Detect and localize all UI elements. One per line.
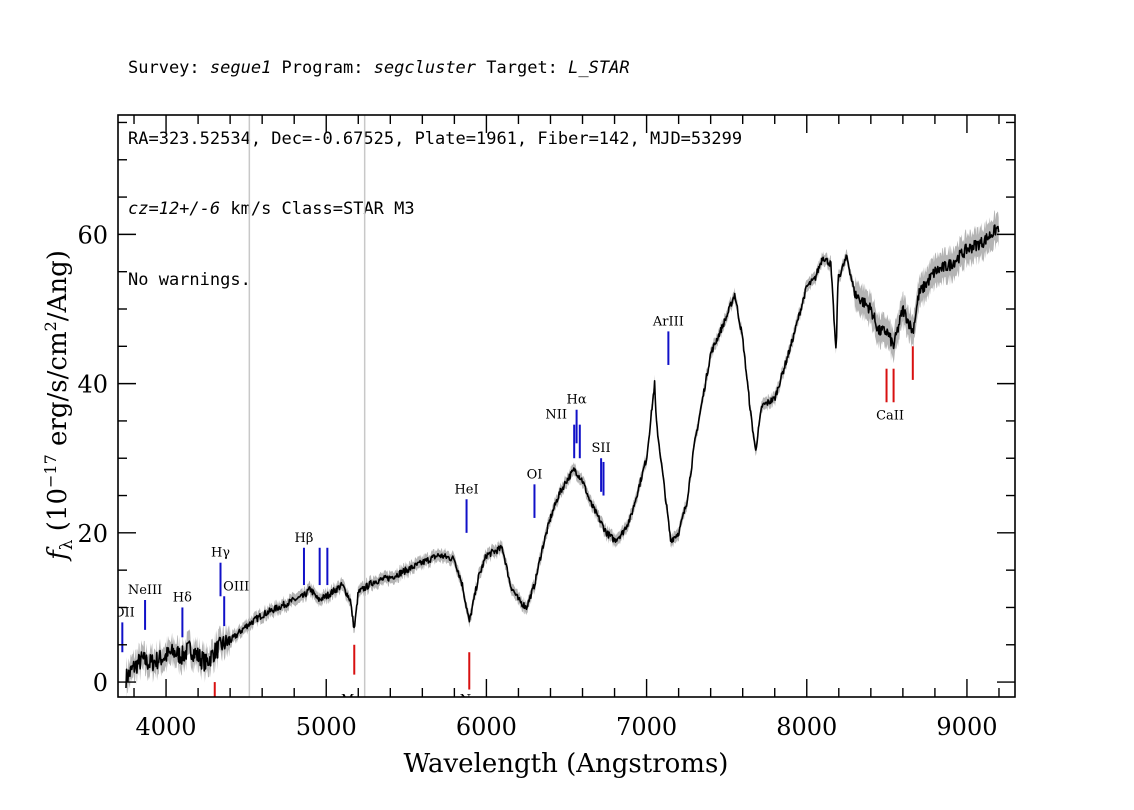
- error-band: [126, 210, 999, 697]
- x-tick-label: 5000: [296, 713, 357, 741]
- absorption-line-label: CaII: [876, 408, 904, 423]
- emission-line-label: OI: [527, 467, 543, 482]
- y-tick-label: 20: [77, 520, 108, 548]
- error-band-area: [126, 210, 999, 697]
- target-label: Target:: [476, 58, 569, 78]
- plot-frame: [117, 114, 1016, 698]
- target-value: L_STAR: [568, 58, 630, 78]
- spectrum-header: Survey: segue1 Program: segcluster Targe…: [128, 10, 742, 316]
- survey-value: segue1: [209, 58, 272, 78]
- header-line-3: cz=12+/-6 km/s Class=STAR M3: [128, 198, 742, 222]
- x-axis-title: Wavelength (Angstroms): [404, 749, 729, 779]
- x-tick-label: 9000: [936, 713, 997, 741]
- spectrum-line: [125, 224, 1000, 689]
- y-tick-label: 40: [77, 371, 108, 399]
- emission-line-label: Hβ: [295, 531, 314, 546]
- emission-line-label: Hγ: [211, 546, 230, 561]
- emission-line-label: HeI: [454, 482, 478, 497]
- x-tick-label: 8000: [776, 713, 837, 741]
- header-line-2: RA=323.52534, Dec=-0.67525, Plate=1961, …: [128, 128, 743, 149]
- emission-line-label: Hα: [567, 393, 587, 408]
- emission-line-label: NeIII: [128, 583, 162, 598]
- y-tick-label: 60: [77, 221, 108, 249]
- emission-line-label: OIII: [223, 579, 249, 594]
- absorption-line-label: Mg: [341, 693, 363, 708]
- y-axis-ticks: 0 20 40 60: [77, 121, 1015, 697]
- y-tick-label: 0: [93, 669, 108, 697]
- y-axis-title: fλ (10−17 erg/s/cm2/Ang): [41, 250, 77, 562]
- program-value: segcluster: [373, 58, 477, 78]
- absorption-line-label: Na: [460, 693, 479, 708]
- x-tick-label: 6000: [456, 713, 517, 741]
- emission-line-label: NII: [545, 408, 567, 423]
- emission-line-label: SII: [592, 441, 611, 456]
- spectrum-series: [125, 224, 1000, 689]
- masked-regions: [248, 115, 366, 697]
- x-axis-ticks: 4000 5000 6000 7000 8000 9000: [133, 115, 1000, 741]
- redshift-value: cz=12+/-6: [128, 199, 221, 219]
- header-line-1: Survey: segue1 Program: segcluster Targe…: [128, 57, 742, 81]
- emission-line-label: OII: [114, 605, 135, 620]
- program-label: Program:: [271, 58, 374, 78]
- emission-line-label: Hδ: [173, 590, 192, 605]
- survey-label: Survey:: [128, 58, 210, 78]
- emission-line-label: ArIII: [652, 314, 684, 329]
- class-text: km/s Class=STAR M3: [220, 199, 415, 219]
- header-line-4: No warnings.: [128, 269, 251, 290]
- x-tick-label: 7000: [616, 713, 677, 741]
- x-tick-label: 4000: [136, 713, 197, 741]
